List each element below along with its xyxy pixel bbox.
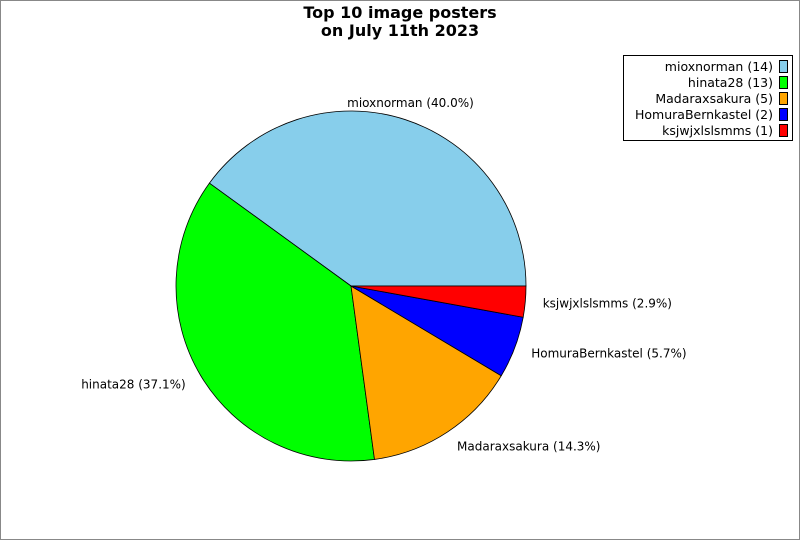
legend: mioxnorman (14) hinata28 (13) Madaraxsakur…	[623, 55, 793, 141]
legend-swatch	[779, 59, 788, 73]
legend-swatch	[779, 107, 788, 121]
legend-label: HomuraBernkastel (2)	[635, 106, 773, 122]
title-line-2: on July 11th 2023	[320, 21, 480, 40]
legend-item-Madaraxsakura: Madaraxsakura (5)	[624, 90, 792, 106]
legend-label: hinata28 (13)	[687, 74, 773, 90]
pie-slice-mioxnorman	[208, 110, 527, 287]
legend-swatch	[779, 91, 788, 105]
legend-swatch	[779, 75, 788, 89]
title-line-1: Top 10 image posters	[303, 3, 497, 22]
chart-title: Top 10 image posters on July 11th 2023	[1, 4, 799, 40]
pie-slice-Madaraxsakura	[350, 285, 502, 460]
legend-swatch	[779, 123, 788, 137]
slice-label-Madaraxsakura: Madaraxsakura (14.3%)	[457, 440, 600, 454]
legend-label: mioxnorman (14)	[664, 58, 773, 74]
pie-slice-ksjwjxlslsmms	[350, 285, 527, 318]
pie-slice-hinata28	[175, 182, 375, 462]
slice-label-HomuraBernkastel: HomuraBernkastel (5.7%)	[531, 347, 686, 361]
legend-item-hinata28: hinata28 (13)	[624, 74, 792, 90]
slice-label-mioxnorman: mioxnorman (40.0%)	[347, 96, 474, 110]
legend-label: Madaraxsakura (5)	[655, 90, 773, 106]
legend-item-mioxnorman: mioxnorman (14)	[624, 58, 792, 74]
slice-label-hinata28: hinata28 (37.1%)	[81, 378, 186, 392]
slice-label-ksjwjxlslsmms: ksjwjxlslsmms (2.9%)	[543, 296, 672, 310]
legend-item-ksjwjxlslsmms: ksjwjxlslsmms (1)	[624, 122, 792, 138]
legend-item-HomuraBernkastel: HomuraBernkastel (2)	[624, 106, 792, 122]
legend-label: ksjwjxlslsmms (1)	[662, 122, 773, 138]
